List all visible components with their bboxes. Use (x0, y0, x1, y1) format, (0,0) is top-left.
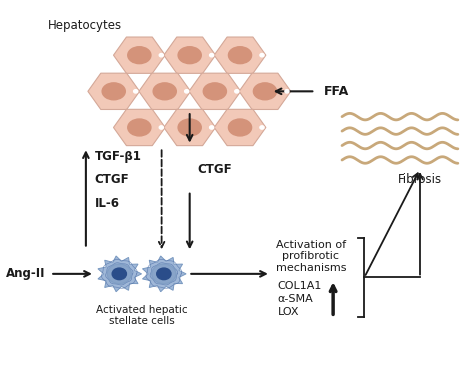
Ellipse shape (128, 119, 151, 136)
Circle shape (235, 90, 239, 93)
Circle shape (185, 90, 189, 93)
Ellipse shape (102, 83, 125, 100)
Text: Activation of
profibrotic
mechanisms: Activation of profibrotic mechanisms (275, 240, 346, 273)
Polygon shape (98, 256, 142, 292)
Polygon shape (88, 73, 139, 109)
Polygon shape (113, 37, 165, 73)
Text: CTGF: CTGF (95, 173, 129, 186)
Polygon shape (239, 73, 291, 109)
Polygon shape (214, 37, 266, 73)
Ellipse shape (128, 47, 151, 63)
Polygon shape (143, 256, 186, 292)
Polygon shape (164, 109, 216, 146)
Ellipse shape (153, 83, 176, 100)
Circle shape (107, 264, 132, 284)
Polygon shape (164, 37, 216, 73)
Circle shape (260, 54, 264, 57)
Text: Ang-II: Ang-II (6, 268, 46, 280)
Ellipse shape (178, 47, 201, 63)
Polygon shape (214, 109, 266, 146)
Circle shape (159, 54, 164, 57)
Ellipse shape (228, 119, 252, 136)
Text: COL1A1
α-SMA
LOX: COL1A1 α-SMA LOX (277, 281, 322, 317)
Circle shape (210, 54, 214, 57)
Text: Activated hepatic
stellate cells: Activated hepatic stellate cells (96, 305, 187, 326)
Text: IL-6: IL-6 (95, 197, 120, 210)
Circle shape (152, 264, 176, 284)
Text: FFA: FFA (324, 85, 349, 98)
Text: Fibrosis: Fibrosis (398, 172, 442, 186)
Circle shape (210, 126, 214, 129)
Circle shape (285, 90, 289, 93)
Ellipse shape (254, 83, 276, 100)
Text: TGF-β1: TGF-β1 (95, 150, 142, 163)
Text: CTGF: CTGF (197, 163, 232, 175)
Polygon shape (189, 73, 241, 109)
Polygon shape (139, 73, 191, 109)
Text: Hepatocytes: Hepatocytes (48, 19, 122, 32)
Circle shape (157, 268, 171, 280)
Circle shape (112, 268, 127, 280)
Circle shape (159, 126, 164, 129)
Circle shape (260, 126, 264, 129)
Circle shape (134, 90, 138, 93)
Ellipse shape (228, 47, 252, 63)
Ellipse shape (178, 119, 201, 136)
Ellipse shape (203, 83, 227, 100)
Polygon shape (113, 109, 165, 146)
